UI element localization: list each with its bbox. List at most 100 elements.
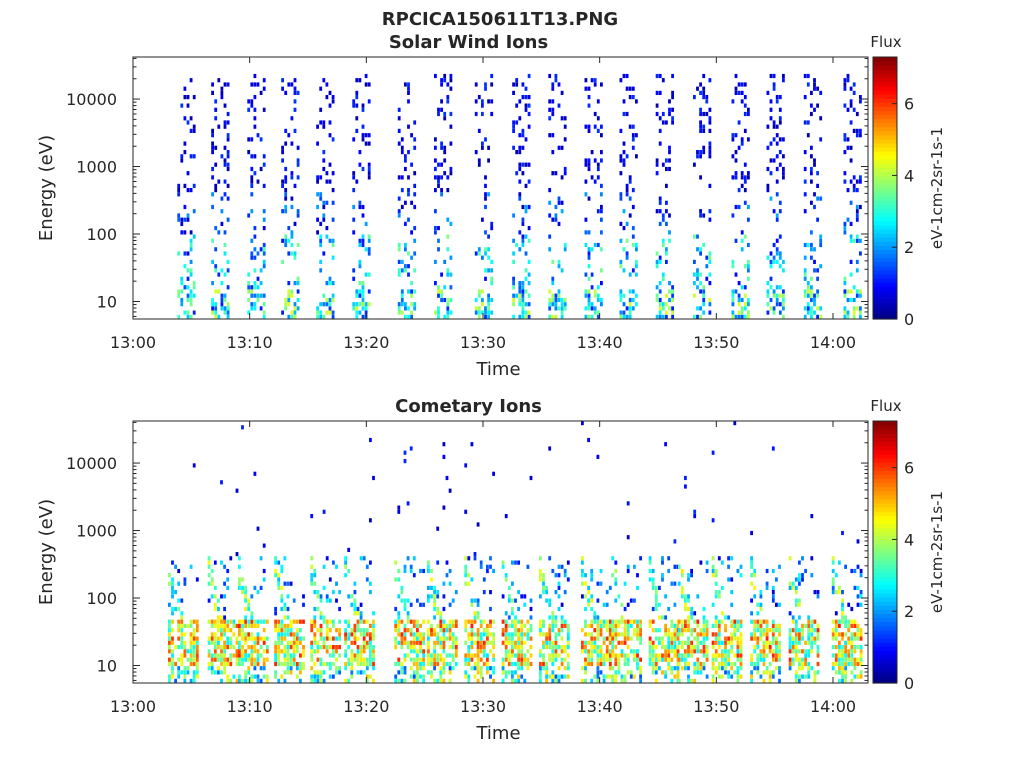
flux-cell [482, 661, 486, 667]
flux-cell [514, 619, 517, 624]
flux-cell [590, 598, 594, 603]
flux-cell [844, 640, 847, 645]
flux-cell [856, 623, 860, 628]
flux-cell [521, 302, 525, 307]
flux-cell [747, 314, 750, 319]
flux-cell [702, 213, 706, 218]
flux-cell [422, 657, 425, 662]
flux-cell [344, 640, 347, 645]
flux-cell [413, 289, 417, 294]
flux-cell [474, 82, 478, 87]
flux-cell [788, 649, 792, 654]
flux-cell [705, 623, 709, 628]
flux-cell [843, 230, 847, 235]
flux-cell [775, 602, 778, 607]
flux-cell [651, 657, 655, 662]
flux-cell [464, 661, 468, 667]
flux-cell [548, 133, 552, 138]
flux-cell [353, 590, 357, 595]
flux-cell [766, 183, 770, 188]
colorbar-step [873, 482, 897, 488]
flux-cell [667, 568, 671, 574]
flux-cell [476, 632, 480, 637]
flux-cell [521, 128, 525, 133]
flux-cell [788, 640, 792, 645]
flux-cell [628, 272, 632, 277]
flux-cell [451, 623, 455, 628]
flux-cell [430, 661, 433, 667]
flux-cell [277, 619, 281, 624]
flux-cell [235, 678, 239, 683]
flux-cell [253, 645, 257, 650]
flux-cell [470, 645, 474, 650]
flux-cell [186, 310, 190, 315]
flux-cell [587, 251, 591, 256]
flux-cell [717, 556, 721, 561]
flux-cell [622, 314, 626, 319]
flux-cell [168, 602, 171, 607]
colorbar-step [873, 224, 897, 230]
flux-cell [684, 606, 687, 612]
flux-cell [504, 573, 508, 578]
flux-cell [489, 556, 492, 561]
flux-cell [554, 297, 558, 303]
flux-cell [355, 179, 359, 184]
flux-cell [619, 221, 623, 226]
flux-cell [416, 661, 419, 667]
flux-cell [628, 314, 632, 319]
x-tick-label: 13:20 [343, 333, 389, 352]
flux-cell [289, 666, 293, 671]
flux-cell [250, 166, 254, 172]
flux-cell [635, 133, 638, 138]
flux-cell [397, 611, 401, 616]
flux-cell [250, 99, 254, 104]
flux-cell [596, 297, 600, 303]
flux-cell [730, 661, 734, 667]
flux-cell [350, 632, 354, 637]
flux-cell [676, 636, 680, 641]
flux-cell [223, 230, 227, 235]
colorbar-step [873, 216, 897, 222]
flux-cell [521, 162, 525, 167]
flux-cell [487, 158, 490, 163]
flux-cell [355, 128, 359, 133]
flux-cell [407, 251, 410, 256]
flux-cell [223, 272, 227, 277]
flux-cell [250, 615, 254, 620]
flux-cell [477, 128, 481, 133]
flux-cell [730, 636, 734, 641]
flux-cell [548, 657, 552, 662]
flux-cell [850, 670, 854, 675]
flux-cell [798, 598, 801, 603]
flux-cell [687, 636, 690, 641]
flux-cell [412, 661, 416, 667]
flux-cell [721, 674, 724, 679]
x-tick-label: 13:50 [693, 333, 739, 352]
flux-cell [439, 657, 443, 662]
colorbar-step [873, 457, 897, 463]
flux-cell [622, 293, 626, 298]
flux-cell [235, 653, 239, 658]
flux-cell [430, 568, 433, 574]
flux-cell [794, 577, 798, 582]
flux-cell [750, 598, 753, 603]
flux-cell [593, 628, 597, 633]
flux-cell [310, 619, 314, 624]
flux-cell [626, 653, 630, 658]
flux-cell [293, 306, 297, 311]
flux-cell [730, 666, 734, 671]
flux-cell [690, 606, 693, 612]
flux-cell [358, 162, 362, 167]
y-axis-label: Energy (eV) [36, 499, 57, 605]
flux-cell [253, 171, 257, 176]
flux-cell [322, 615, 326, 620]
flux-cell [602, 636, 606, 641]
flux-cell [584, 86, 588, 91]
flux-cell [287, 133, 291, 138]
flux-cell [482, 577, 486, 582]
flux-cell [654, 598, 658, 603]
flux-cell [557, 585, 561, 590]
flux-cell [284, 234, 288, 239]
flux-cell [529, 615, 533, 620]
flux-cell [636, 657, 639, 662]
